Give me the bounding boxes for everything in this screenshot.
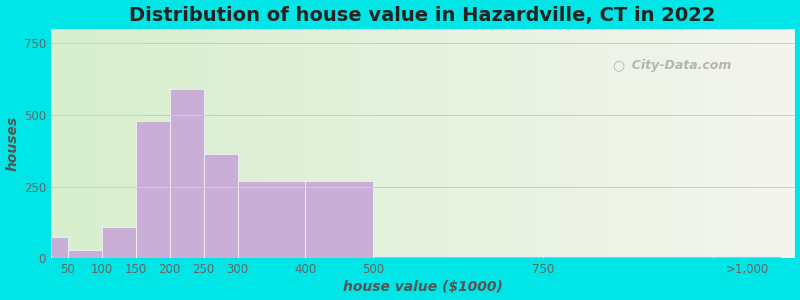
- Bar: [136, 121, 170, 258]
- Bar: [170, 89, 204, 258]
- Text: City-Data.com: City-Data.com: [623, 59, 732, 72]
- Bar: [238, 181, 306, 258]
- Bar: [543, 256, 713, 258]
- Title: Distribution of house value in Hazardville, CT in 2022: Distribution of house value in Hazardvil…: [130, 6, 716, 25]
- Y-axis label: houses: houses: [6, 116, 19, 171]
- Bar: [51, 237, 68, 258]
- Bar: [68, 250, 102, 258]
- Bar: [102, 227, 136, 258]
- Bar: [713, 256, 781, 258]
- Bar: [306, 181, 374, 258]
- Text: ○: ○: [612, 58, 624, 73]
- Bar: [374, 256, 543, 258]
- X-axis label: house value ($1000): house value ($1000): [342, 280, 502, 294]
- Bar: [204, 154, 238, 258]
